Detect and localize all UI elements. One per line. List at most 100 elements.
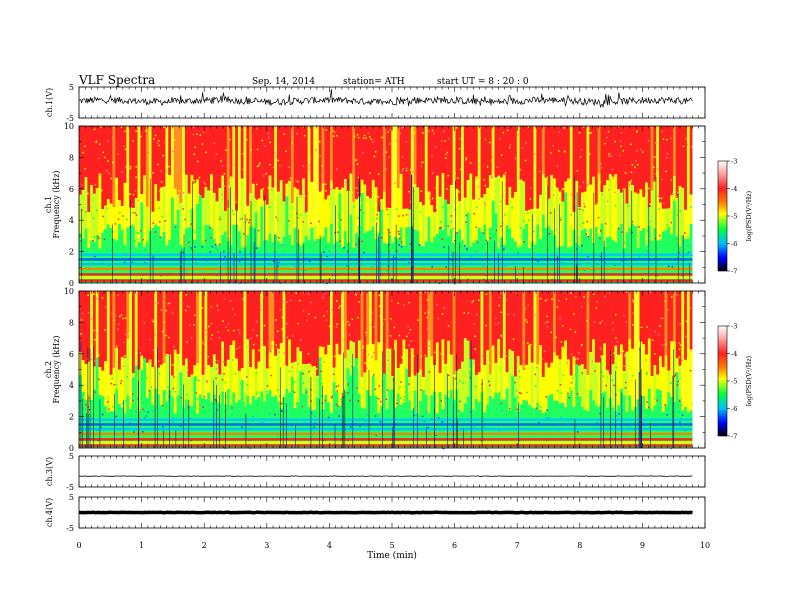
- spectrogram-speckle-cell: [96, 371, 99, 374]
- spectrogram-cell: [131, 291, 136, 373]
- spectrogram-speckle-cell: [353, 205, 356, 208]
- spectrogram-speckle-cell: [142, 361, 144, 363]
- spectrogram-speckle-cell: [638, 226, 640, 228]
- spectrogram-speckle-cell: [623, 241, 626, 244]
- spectrogram-cell: [525, 364, 529, 401]
- spectrogram-cell: [196, 203, 200, 283]
- spectrogram-speckle-cell: [119, 237, 122, 240]
- spectrogram-cell: [391, 375, 395, 390]
- spectrogram-speckle-cell: [140, 135, 142, 138]
- spectrogram-cell: [544, 126, 548, 178]
- spectrogram-speckle-cell: [152, 222, 155, 225]
- spectrogram-cell: [279, 343, 283, 409]
- spectrogram-cell: [555, 355, 559, 401]
- spectrogram-speckle-cell: [578, 186, 581, 188]
- spectrogram-speckle-cell: [263, 175, 265, 177]
- spectrogram-cell: [394, 407, 398, 448]
- spectrogram-speckle-cell: [271, 345, 273, 347]
- spectrogram-speckle-cell: [119, 212, 121, 214]
- spectrogram-speckle-cell: [657, 371, 660, 373]
- spectrogram-cell: [628, 126, 632, 182]
- spectrogram-cell: [617, 189, 621, 229]
- spectrogram-speckle-cell: [331, 311, 334, 314]
- spectrogram-cell: [611, 407, 615, 448]
- spectrogram-speckle-cell: [332, 130, 334, 132]
- spectrogram-speckle-cell: [473, 212, 475, 215]
- spectrogram-speckle-cell: [581, 305, 583, 308]
- spectrogram-speckle-cell: [210, 322, 213, 325]
- spectrogram-cell: [204, 291, 208, 415]
- spectrogram-cell: [187, 376, 191, 406]
- spectrogram-speckle-cell: [410, 168, 413, 171]
- spectrogram-speckle-cell: [611, 379, 614, 382]
- spectrogram-speckle-cell: [426, 359, 429, 361]
- spectrogram-speckle-cell: [365, 137, 367, 139]
- spectrogram-speckle-cell: [426, 152, 428, 154]
- x-tick-label: 5: [389, 541, 394, 550]
- spectrogram-speckle-cell: [680, 424, 682, 427]
- spectrogram-speckle-cell: [469, 376, 471, 379]
- spectrogram-speckle-cell: [504, 264, 506, 267]
- spectrogram-speckle-cell: [560, 392, 563, 394]
- spectrogram-speckle-cell: [628, 426, 630, 429]
- spectrogram-speckle-cell: [370, 138, 373, 141]
- spectrogram-speckle-cell: [400, 241, 403, 243]
- spectrogram-speckle-cell: [551, 298, 553, 301]
- spectrogram-speckle-cell: [184, 368, 186, 371]
- spectrogram-speckle-cell: [552, 194, 555, 196]
- spectrogram-speckle-cell: [453, 369, 455, 371]
- spectrogram-cell: [661, 231, 665, 283]
- spectrogram-speckle-cell: [525, 141, 527, 144]
- spectrogram-speckle-cell: [600, 230, 602, 232]
- spectrogram-speckle-cell: [480, 439, 483, 442]
- spectrogram-speckle-cell: [426, 129, 429, 131]
- spectrogram-cell: [396, 188, 400, 239]
- spectrogram-speckle-cell: [561, 188, 564, 190]
- spectrogram-speckle-cell: [466, 249, 469, 251]
- spectrogram-cell: [636, 126, 640, 194]
- spectrogram-cell: [686, 126, 690, 236]
- spectrogram-cell: [664, 355, 668, 406]
- colorbar-label: log(PSD(V²/Hz): [745, 190, 753, 241]
- spectrogram-speckle-cell: [276, 347, 279, 350]
- spectrogram-speckle-cell: [382, 322, 384, 325]
- spectrogram-speckle-cell: [683, 301, 685, 304]
- spectrogram-cell: [561, 126, 565, 202]
- spectrogram-cell: [84, 291, 88, 365]
- spectrogram-speckle-cell: [604, 222, 607, 225]
- spectrogram-speckle-cell: [666, 414, 668, 416]
- spectrogram-cell: [118, 200, 122, 224]
- spectrogram-speckle-cell: [300, 196, 302, 198]
- spectrogram-spikes: [80, 340, 675, 448]
- spectrogram-speckle-cell: [357, 400, 360, 402]
- spectrogram-speckle-cell: [501, 192, 504, 195]
- spectrogram-speckle-cell: [518, 171, 520, 174]
- spectrogram-speckle-cell: [577, 204, 580, 206]
- spectrogram-speckle-cell: [220, 179, 223, 182]
- spectrogram-speckle-cell: [160, 275, 162, 277]
- spectrogram-cell: [182, 126, 186, 234]
- spectrogram-cell: [661, 367, 665, 412]
- spectrogram-cell: [631, 185, 635, 224]
- spectrogram-cell: [343, 291, 348, 359]
- spectrogram-cell: [497, 175, 501, 249]
- spectrogram-speckle-cell: [274, 413, 276, 416]
- spectrogram-speckle-cell: [277, 330, 279, 333]
- spectrogram-speckle-cell: [171, 364, 174, 366]
- spectrogram-speckle-cell: [484, 204, 487, 206]
- spectrogram-speckle-cell: [649, 408, 652, 411]
- spectrogram-speckle-cell: [610, 155, 612, 157]
- spectrogram-cell: [427, 291, 431, 341]
- spectrogram-speckle-cell: [161, 215, 163, 218]
- spectrogram-speckle-cell: [157, 302, 159, 305]
- spectrogram-cell: [296, 291, 300, 348]
- spectrogram-speckle-cell: [228, 389, 230, 391]
- spectrogram-cell: [257, 397, 261, 448]
- spectrogram-speckle-cell: [408, 190, 410, 193]
- spectrogram-cell: [519, 179, 523, 247]
- spectrogram-speckle-cell: [357, 136, 360, 139]
- spectrogram-speckle-cell: [562, 325, 564, 327]
- spectrogram-cell: [675, 372, 679, 448]
- spectrogram-cell: [608, 174, 612, 237]
